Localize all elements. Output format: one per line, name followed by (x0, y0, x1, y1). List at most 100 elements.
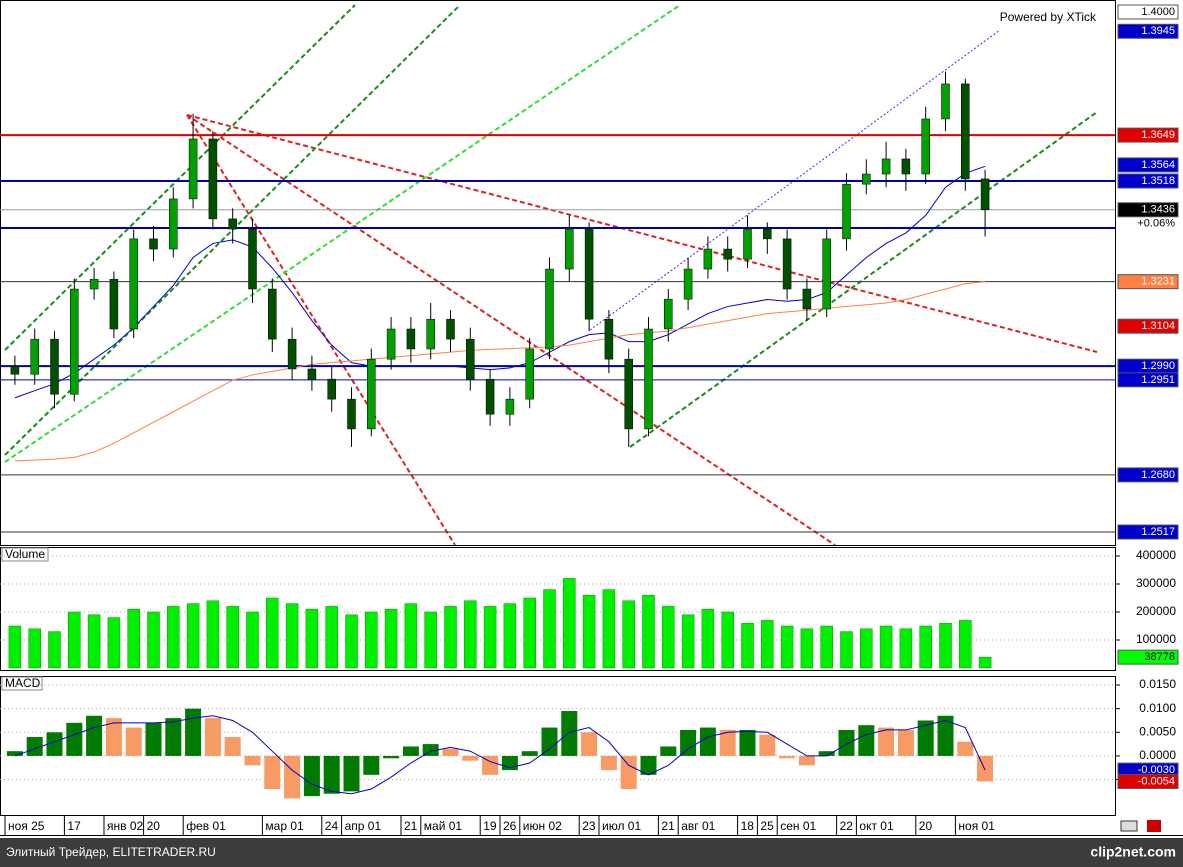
macd-bar (620, 755, 637, 790)
volume-bar (642, 594, 655, 669)
icon[interactable] (1120, 820, 1138, 832)
change-label: +0.06% (1137, 218, 1175, 230)
value-tag-label: 38778 (1144, 651, 1175, 663)
value-tag-label: 1.2680 (1141, 469, 1175, 481)
candle-body (545, 268, 554, 350)
value-tag-label: 1.2517 (1141, 526, 1175, 538)
candle-body (30, 338, 39, 375)
macd-bar (284, 755, 301, 799)
macd-bar (719, 729, 736, 756)
candle-body (307, 368, 317, 380)
value-tag-label: 1.3231 (1141, 276, 1175, 288)
value-tag-label: -0.0030 (1138, 764, 1175, 776)
volume-bar (840, 631, 853, 669)
volume-bar (28, 628, 41, 669)
candle-body (50, 338, 59, 395)
macd-bar (343, 755, 360, 792)
volume-bar (483, 606, 497, 669)
volume-bar (503, 603, 517, 669)
candle-body (466, 338, 475, 380)
x-tick-label: апр 01 (345, 819, 382, 833)
value-tag-label: 1.3649 (1141, 129, 1175, 141)
candle-body (287, 338, 297, 370)
trend-line (186, 114, 1098, 353)
macd-bar (185, 708, 202, 756)
value-tag-label: 1.4000 (1141, 6, 1175, 18)
x-tick-label: ноя 25 (8, 819, 45, 833)
macd-bar (818, 751, 835, 756)
macd-bar (46, 732, 63, 756)
x-tick-label: авг 01 (681, 819, 715, 833)
volume-bar (147, 611, 160, 669)
value-tag-label: 1.2951 (1141, 374, 1175, 386)
candle-body (644, 328, 653, 430)
icon[interactable] (1147, 820, 1161, 832)
macd-bar (581, 732, 598, 756)
candle-body (129, 238, 138, 330)
candle-body (941, 83, 950, 120)
candle-body (980, 178, 990, 211)
x-tick-label: фев 01 (186, 819, 226, 833)
candle-body (763, 228, 772, 240)
candle-body (327, 378, 336, 400)
macd-bar (482, 755, 499, 775)
volume-bar (780, 625, 794, 669)
y-tick-label: 100000 (1136, 632, 1176, 646)
macd-bar (224, 737, 241, 756)
macd-bar (204, 718, 221, 756)
macd-bar (462, 755, 479, 761)
trend-line (186, 114, 836, 545)
y-tick-label: 400000 (1136, 548, 1176, 562)
volume-bar (8, 625, 22, 669)
x-tick-label: июн 02 (523, 819, 562, 833)
candle-body (862, 173, 871, 185)
volume-bar (285, 603, 299, 669)
candle-body (683, 268, 693, 300)
macd-bar (977, 755, 994, 782)
x-tick-label: 23 (582, 819, 596, 833)
x-tick-label: ноя 01 (958, 819, 995, 833)
x-tick-label: 24 (325, 819, 339, 833)
volume-bar (899, 628, 913, 669)
volume-bar (48, 631, 61, 669)
value-tag (1117, 23, 1179, 39)
macd-bar (145, 722, 162, 756)
volume-bar (523, 597, 536, 669)
macd-bar (699, 727, 716, 756)
value-tag-label: 1.3518 (1141, 175, 1175, 187)
candle-body (881, 158, 891, 175)
candle-body (505, 398, 515, 415)
x-tick-label: май 01 (424, 819, 463, 833)
volume-bar (919, 625, 932, 669)
volume-bar (186, 603, 200, 669)
macd-bar (244, 755, 261, 766)
macd-bar (264, 755, 281, 790)
volume-bar (622, 600, 635, 669)
candle-body (664, 298, 673, 330)
footer-brand: clip2net.com (1090, 844, 1176, 860)
macd-bar (442, 748, 459, 756)
macd-bar (917, 720, 934, 756)
macd-bar (680, 729, 697, 756)
volume-bar (563, 578, 576, 669)
candle-body (89, 278, 99, 290)
signal-line (14, 715, 986, 795)
value-tag-label: 1.3945 (1141, 25, 1175, 37)
macd-bar (521, 751, 538, 756)
volume-bar (464, 600, 477, 669)
candle-body (169, 198, 178, 250)
volume-bar (68, 611, 81, 669)
candle-body (743, 228, 752, 260)
volume-bar (959, 620, 972, 669)
y-tick-label: 0.0000 (1139, 748, 1176, 762)
value-tag-label: 1.3436 (1141, 204, 1175, 216)
candle-body (149, 238, 158, 250)
macd-bar (86, 715, 103, 756)
candle-body (723, 248, 732, 260)
candle-body (367, 358, 376, 430)
volume-bar (345, 614, 358, 669)
macd-bar (125, 727, 142, 756)
candle-body (268, 288, 277, 340)
